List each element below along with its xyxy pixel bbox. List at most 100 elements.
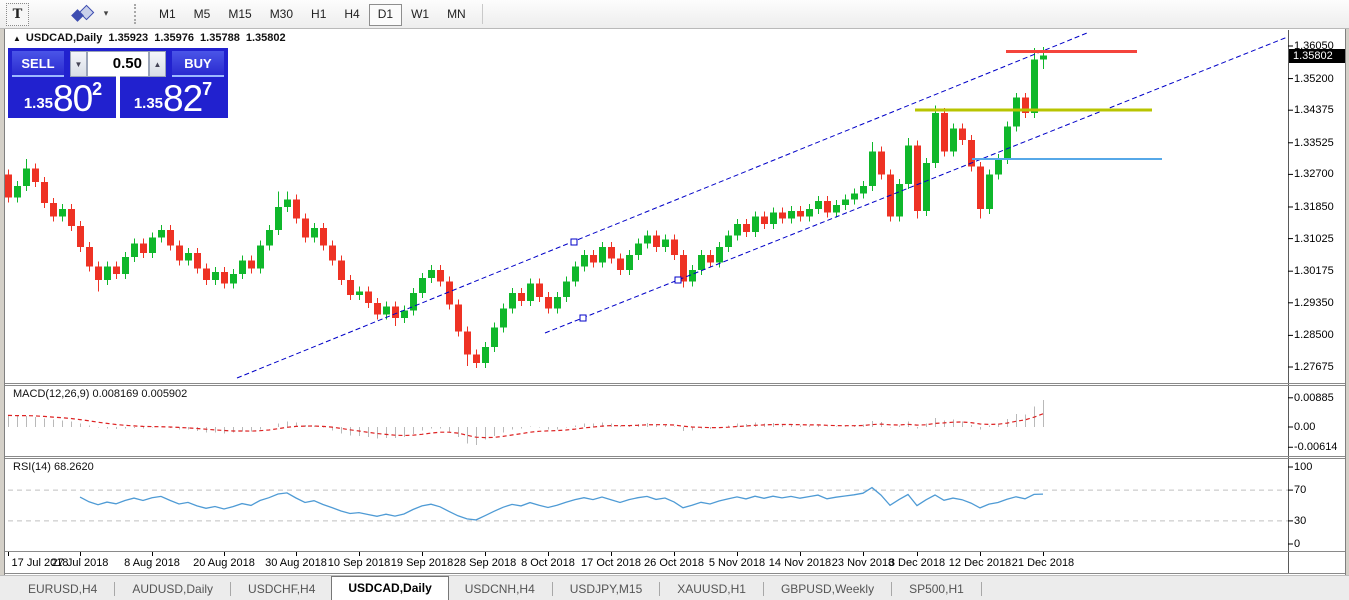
rsi-axis-label: 70 [1294, 484, 1307, 496]
rsi-axis-label: 0 [1294, 538, 1301, 550]
one-click-trading-panel: SELL ▼ 0.50 ▲ BUY 1.35 80 2 1.35 82 7 [8, 48, 228, 118]
chart-tab-usdjpy[interactable]: USDJPY,M15 [569, 582, 643, 596]
drawing-tool-dropdown-caret[interactable]: ▾ [103, 8, 109, 18]
chart-toolbar: T ▾ M1 M5 M15 M30 H1 H4 D1 W1 MN [0, 0, 1349, 29]
window-right-margin [1346, 29, 1349, 575]
price-axis-label: 1.28500 [1294, 329, 1334, 341]
timeframe-button-h1[interactable]: H1 [311, 7, 327, 21]
window-left-margin [0, 29, 4, 575]
tab-divider [891, 582, 893, 596]
toolbar-separator [482, 4, 483, 24]
chart-tab-usdchf[interactable]: USDCHF,H4 [248, 582, 316, 596]
price-axis-label: 1.30175 [1294, 265, 1334, 277]
quote-close: 1.35802 [245, 32, 286, 44]
rsi-axis-label: 30 [1294, 515, 1307, 527]
pane-separator[interactable] [5, 383, 1345, 384]
chart-tab-gbpusd[interactable]: GBPUSD,Weekly [780, 582, 875, 596]
date-axis-label: 14 Nov 2018 [768, 557, 832, 569]
sell-price-prefix: 1.35 [23, 95, 54, 112]
collapse-arrow-icon[interactable]: ▲ [13, 34, 21, 43]
macd-axis-label: -0.00614 [1294, 441, 1338, 453]
current-price-tag: 1.35802 [1289, 49, 1349, 63]
volume-increase-button[interactable]: ▲ [149, 51, 166, 77]
date-axis-label: 26 Oct 2018 [644, 557, 704, 569]
timeframe-button-d1[interactable]: D1 [368, 4, 403, 26]
buy-price-main: 82 [163, 78, 203, 119]
price-axis-label: 1.32700 [1294, 168, 1334, 180]
macd-label: MACD(12,26,9) 0.008169 0.005902 [13, 388, 188, 400]
sell-price-main: 80 [53, 78, 93, 119]
timeframe-button-h4[interactable]: H4 [344, 7, 360, 21]
date-axis-label: 21 Dec 2018 [1011, 557, 1075, 569]
chart-title: ▲ USDCAD,Daily 1.35923 1.35976 1.35788 1.… [13, 32, 289, 44]
sell-button[interactable]: SELL [12, 51, 64, 77]
date-axis-label: 30 Aug 2018 [265, 557, 327, 569]
pane-separator [5, 458, 1345, 459]
pane-separator[interactable] [5, 456, 1345, 457]
date-axis-label: 3 Dec 2018 [888, 557, 946, 569]
chart-tab-sp500[interactable]: SP500,H1 [909, 582, 964, 596]
text-tool-button[interactable]: T [6, 3, 29, 26]
pane-separator [5, 385, 1345, 386]
tab-divider [551, 582, 553, 596]
trend-channel [236, 32, 1288, 379]
drawing-tool-icon[interactable] [70, 3, 100, 24]
buy-price-display[interactable]: 1.35 82 7 [120, 78, 226, 118]
date-axis-label: 28 Sep 2018 [453, 557, 517, 569]
date-axis-label: 8 Oct 2018 [521, 557, 575, 569]
price-divider [116, 76, 120, 118]
tab-divider [980, 582, 982, 596]
timeframe-buttons: M1 M5 M15 M30 H1 H4 D1 W1 MN [150, 0, 475, 28]
date-axis-label: 10 Sep 2018 [327, 557, 391, 569]
macd-signal-line [7, 413, 1044, 439]
date-axis-label: 27 Jul 2018 [51, 557, 109, 569]
date-axis-label: 17 Jul 2018 [11, 557, 69, 569]
timeframe-button-m15[interactable]: M15 [228, 7, 252, 21]
toolbar-grip-handle[interactable] [134, 4, 136, 24]
chart-tab-eurusd[interactable]: EURUSD,H4 [28, 582, 98, 596]
macd-axis-label: 0.00 [1294, 421, 1316, 433]
chart-tab-usdcnh[interactable]: USDCNH,H4 [464, 582, 535, 596]
buy-button[interactable]: BUY [172, 51, 224, 77]
volume-input[interactable]: 0.50 [87, 51, 149, 77]
date-axis-top-border [5, 551, 1345, 552]
timeframe-button-w1[interactable]: W1 [411, 7, 430, 21]
quote-high: 1.35976 [154, 32, 194, 44]
timeframe-button-mn[interactable]: MN [447, 7, 466, 21]
timeframe-button-m5[interactable]: M5 [193, 7, 211, 21]
window-bottom-border [5, 573, 1345, 574]
price-axis-label: 1.31025 [1294, 233, 1334, 245]
date-axis-label: 5 Nov 2018 [708, 557, 766, 569]
sell-price-display[interactable]: 1.35 80 2 [10, 78, 116, 118]
rsi-axis-label: 100 [1294, 461, 1313, 473]
date-axis-label: 8 Aug 2018 [124, 557, 180, 569]
price-axis-label: 1.31850 [1294, 201, 1334, 213]
date-axis-label: 19 Sep 2018 [390, 557, 454, 569]
macd-histogram [8, 399, 1044, 446]
tab-divider [114, 582, 116, 596]
rsi-line [79, 486, 1044, 521]
chart-tab-audusd[interactable]: AUDUSD,Daily [132, 582, 214, 596]
buy-price-prefix: 1.35 [133, 95, 164, 112]
chart-tab-xauusd[interactable]: XAUUSD,H1 [677, 582, 746, 596]
sell-price-pip: 2 [92, 79, 103, 99]
chart-tab-usdcad[interactable]: USDCAD,Daily [331, 576, 449, 600]
timeframe-button-m30[interactable]: M30 [269, 7, 294, 21]
macd-axis-label: 0.00885 [1294, 392, 1334, 404]
chart-tab-bar: EURUSD,H4 AUDUSD,Daily USDCHF,H4 USDCAD,Dai… [0, 575, 1349, 600]
price-axis-label: 1.34375 [1294, 104, 1334, 116]
window-right-border [1345, 29, 1346, 575]
horizontal-lines [915, 50, 1162, 161]
volume-decrease-button[interactable]: ▼ [70, 51, 87, 77]
date-axis-label: 23 Nov 2018 [831, 557, 895, 569]
timeframe-button-m1[interactable]: M1 [159, 7, 176, 21]
chart-symbol: USDCAD,Daily [25, 32, 103, 44]
date-axis-label: 20 Aug 2018 [193, 557, 255, 569]
rsi-label: RSI(14) 68.2620 [13, 461, 94, 473]
price-axis-label: 1.27675 [1294, 361, 1334, 373]
window-left-border [4, 29, 5, 575]
tab-divider [762, 582, 764, 596]
quote-low: 1.35788 [200, 32, 240, 44]
